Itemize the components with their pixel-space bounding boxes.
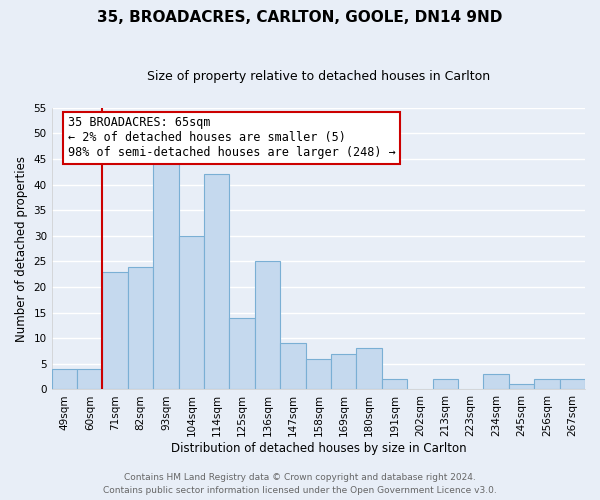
Bar <box>356 348 382 390</box>
Bar <box>255 262 280 390</box>
Bar <box>305 358 331 390</box>
Bar <box>382 379 407 390</box>
Bar <box>560 379 585 390</box>
Bar <box>179 236 204 390</box>
Y-axis label: Number of detached properties: Number of detached properties <box>15 156 28 342</box>
Bar <box>433 379 458 390</box>
Bar <box>128 266 153 390</box>
Bar <box>77 369 103 390</box>
Bar <box>103 272 128 390</box>
Bar <box>331 354 356 390</box>
Bar <box>280 344 305 390</box>
Text: 35, BROADACRES, CARLTON, GOOLE, DN14 9ND: 35, BROADACRES, CARLTON, GOOLE, DN14 9ND <box>97 10 503 25</box>
X-axis label: Distribution of detached houses by size in Carlton: Distribution of detached houses by size … <box>170 442 466 455</box>
Bar <box>509 384 534 390</box>
Bar <box>204 174 229 390</box>
Bar <box>229 318 255 390</box>
Title: Size of property relative to detached houses in Carlton: Size of property relative to detached ho… <box>147 70 490 83</box>
Text: 35 BROADACRES: 65sqm
← 2% of detached houses are smaller (5)
98% of semi-detache: 35 BROADACRES: 65sqm ← 2% of detached ho… <box>68 116 395 159</box>
Bar <box>484 374 509 390</box>
Text: Contains HM Land Registry data © Crown copyright and database right 2024.
Contai: Contains HM Land Registry data © Crown c… <box>103 474 497 495</box>
Bar <box>52 369 77 390</box>
Bar <box>534 379 560 390</box>
Bar <box>153 154 179 390</box>
